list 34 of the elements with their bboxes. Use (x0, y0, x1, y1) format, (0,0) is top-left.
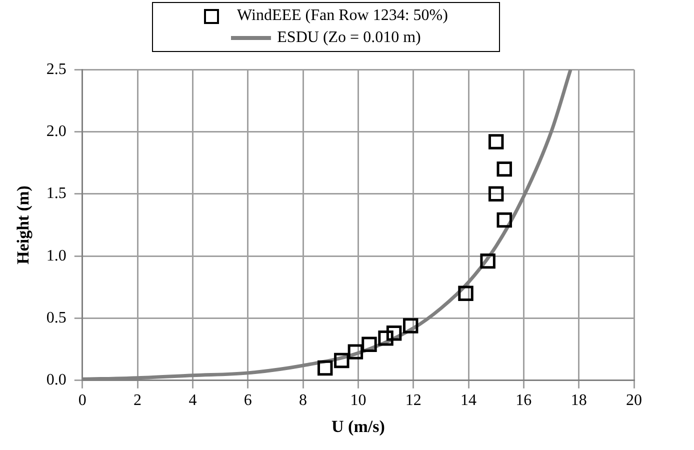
x-axis-title: U (m/s) (332, 417, 385, 436)
y-tick-label: 1.0 (46, 247, 66, 264)
x-tick-label: 0 (78, 392, 86, 410)
x-tick-label: 6 (244, 392, 252, 410)
x-tick-label: 20 (626, 392, 642, 410)
point (488, 186, 504, 202)
y-tick-label: 0.5 (46, 309, 66, 326)
point (386, 326, 402, 341)
point (458, 286, 474, 301)
legend-label: ESDU (Zo = 0.010 m) (277, 29, 421, 47)
point (488, 134, 504, 150)
x-tick-label: 18 (570, 392, 587, 410)
x-tick-label: 10 (350, 392, 366, 410)
point (348, 344, 364, 360)
point (317, 360, 333, 376)
y-tick-label: 1.5 (46, 185, 66, 202)
x-tick-label: 16 (516, 392, 532, 410)
y-tick-label: 2.0 (46, 122, 66, 140)
point (496, 212, 512, 228)
y-tick-label: 0.0 (46, 372, 66, 389)
legend-label: WindEEE (Fan Row 1234: 50%) (237, 7, 448, 25)
y-tick-label: 2.5 (46, 60, 66, 78)
point (378, 330, 394, 346)
x-tick-label: 4 (188, 392, 197, 410)
y-axis-title: Height (m) (14, 186, 33, 264)
x-tick-label: 2 (134, 392, 142, 410)
x-tick-label: 14 (460, 392, 477, 410)
point (334, 352, 350, 368)
x-tick-label: 12 (405, 392, 422, 410)
point (402, 318, 418, 334)
x-tick-label: 8 (299, 392, 308, 410)
point (362, 336, 377, 352)
point (480, 253, 496, 269)
point (496, 161, 512, 177)
